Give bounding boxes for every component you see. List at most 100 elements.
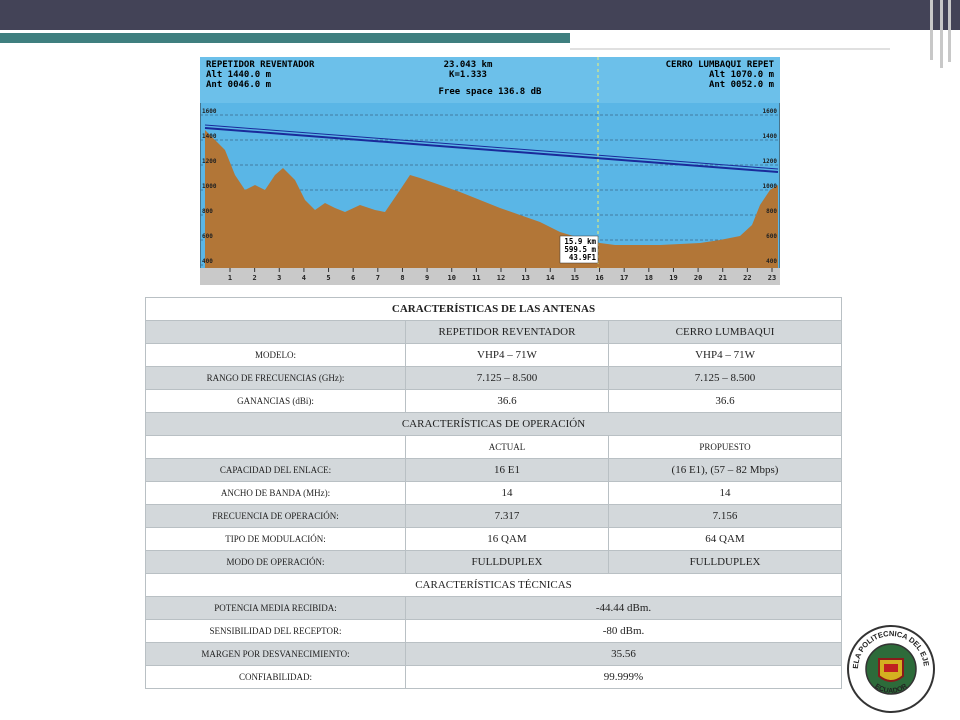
cell-value: VHP4 – 71W (607, 343, 843, 367)
distance-label: 11 (472, 274, 480, 282)
cursor-value: 599.5 m (564, 245, 596, 254)
cursor-box (559, 235, 599, 264)
table-row: CARACTERÍSTICAS DE OPERACIÓN (144, 412, 843, 436)
logo-emblem (884, 664, 898, 672)
side-line (930, 0, 933, 60)
line-of-sight (204, 127, 779, 173)
table-row: GANANCIAS (dBi): 36.6 36.6 (145, 389, 843, 413)
distance-label: 5 (326, 274, 330, 282)
cell-value: FULLDUPLEX (607, 550, 843, 574)
terrain (205, 130, 778, 268)
logo-text: ECUADOR (873, 683, 908, 695)
elevation-label: 800 (202, 208, 213, 215)
table-row: FRECUENCIA DE OPERACIÓN: 7.317 7.156 (145, 504, 843, 528)
cell-value: 35.56 (404, 642, 843, 666)
table-row: ANCHO DE BANDA (MHz): 14 14 (145, 481, 843, 505)
table-row: CARACTERÍSTICAS DE LAS ANTENAS (144, 297, 843, 321)
cell-value: 64 QAM (607, 527, 843, 551)
logo-country: ECUADOR (873, 683, 908, 695)
top-bar (0, 0, 960, 30)
row-label: MODELO: (145, 343, 406, 367)
row-label: MARGEN POR DESVANECIMIENTO: (145, 642, 406, 666)
table-row: RANGO DE FRECUENCIAS (GHz): 7.125 – 8.500… (145, 366, 843, 390)
table-row: POTENCIA MEDIA RECIBIDA: -44.44 dBm. (145, 596, 843, 620)
cell-value: 14 (405, 481, 609, 505)
elevation-label: 1200 (763, 158, 778, 165)
elevation-label: 400 (202, 258, 213, 265)
row-label: RANGO DE FRECUENCIAS (GHz): (145, 366, 406, 390)
elevation-label: 1000 (202, 183, 217, 190)
cursor-value: 43.9F1 (569, 253, 597, 262)
distance-label: 3 (277, 274, 281, 282)
distance-label: 6 (351, 274, 355, 282)
row-label: FRECUENCIA DE OPERACIÓN: (145, 504, 406, 528)
distance-label: 4 (302, 274, 306, 282)
row-label: TIPO DE MODULACIÓN: (145, 527, 406, 551)
row-label: POTENCIA MEDIA RECIBIDA: (145, 596, 406, 620)
profile-header (200, 57, 780, 103)
distance-label: 10 (448, 274, 456, 282)
cell-value: (16 E1), (57 – 82 Mbps) (607, 458, 843, 482)
free-space: Free space 136.8 dB (439, 87, 543, 97)
row-label: SENSIBILIDAD DEL RECEPTOR: (145, 619, 406, 643)
cell-value: VHP4 – 71W (405, 343, 609, 367)
table-row: CARACTERÍSTICAS TÉCNICAS (144, 573, 843, 597)
site-b-name: CERRO LUMBAQUI REPET (666, 60, 775, 70)
table-row: SENSIBILIDAD DEL RECEPTOR: -80 dBm. (145, 619, 843, 643)
cell-value: 7.125 – 8.500 (607, 366, 843, 390)
table-row: MARGEN POR DESVANECIMIENTO: 35.56 (145, 642, 843, 666)
distance: 23.043 km (444, 60, 493, 70)
table-row: REPETIDOR REVENTADOR CERRO LUMBAQUI (145, 320, 843, 344)
side-line (948, 0, 951, 62)
accent-stripe (0, 33, 570, 43)
row-label: CAPACIDAD DEL ENLACE: (145, 458, 406, 482)
row-label: GANANCIAS (dBi): (145, 389, 406, 413)
elevation-label: 1400 (202, 133, 217, 140)
column-header: CERRO LUMBAQUI (607, 320, 843, 344)
distance-label: 22 (743, 274, 751, 282)
side-line (940, 0, 943, 68)
distance-label: 8 (400, 274, 404, 282)
cell-value: 16 QAM (405, 527, 609, 551)
distance-label: 9 (425, 274, 429, 282)
row-label: ANCHO DE BANDA (MHz): (145, 481, 406, 505)
column-header: REPETIDOR REVENTADOR (405, 320, 609, 344)
characteristics-table: CARACTERÍSTICAS DE LAS ANTENAS REPETIDOR … (144, 297, 843, 689)
distance-label: 23 (768, 274, 776, 282)
distance-label: 16 (595, 274, 603, 282)
site-a-ant: Ant 0046.0 m (206, 80, 272, 90)
distance-label: 1 (228, 274, 232, 282)
table-row: MODO DE OPERACIÓN: FULLDUPLEX FULLDUPLEX (145, 550, 843, 574)
cursor-value: 15.9 km (564, 237, 596, 246)
column-header: ACTUAL (405, 435, 609, 459)
distance-label: 18 (645, 274, 653, 282)
section-title: CARACTERÍSTICAS TÉCNICAS (144, 573, 843, 597)
logo: ESCUELA POLITECNICA DEL EJERCITO ECUADOR (846, 624, 935, 713)
elevation-label: 1000 (763, 183, 778, 190)
table-row: CAPACIDAD DEL ENLACE: 16 E1 (16 E1), (57 –… (145, 458, 843, 482)
cell-value: FULLDUPLEX (405, 550, 609, 574)
elevation-label: 1400 (763, 133, 778, 140)
elevation-label: 1200 (202, 158, 217, 165)
elevation-label: 1600 (763, 108, 778, 115)
table-row: CONFIABILIDAD: 99.999% (145, 665, 843, 689)
distance-label: 2 (253, 274, 257, 282)
column-header: PROPUESTO (607, 435, 843, 459)
accent-line (570, 48, 890, 50)
cell-value: 16 E1 (405, 458, 609, 482)
site-b-ant: Ant 0052.0 m (709, 80, 775, 90)
cell-value: 14 (607, 481, 843, 505)
cell-value: 99.999% (404, 665, 843, 689)
distance-label: 21 (719, 274, 727, 282)
cell-value: 7.156 (607, 504, 843, 528)
cell-value: 36.6 (607, 389, 843, 413)
header-corner (145, 320, 406, 344)
elevation-label: 600 (202, 233, 213, 240)
slide-header (0, 0, 960, 68)
row-label: CONFIABILIDAD: (145, 665, 406, 689)
distance-label: 15 (571, 274, 579, 282)
distance-label: 13 (521, 274, 529, 282)
cell-value: 7.317 (405, 504, 609, 528)
distance-label: 19 (669, 274, 677, 282)
